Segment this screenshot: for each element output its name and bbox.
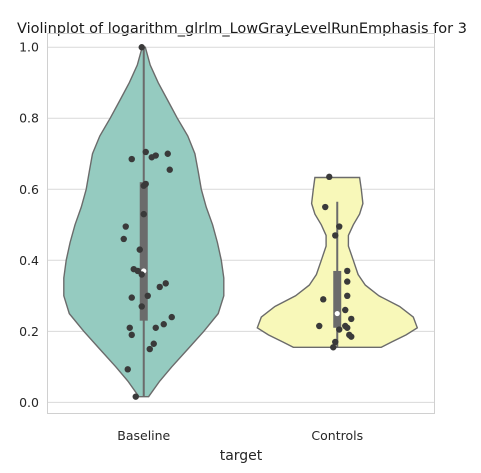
iqr-box-controls <box>333 271 341 328</box>
data-point <box>346 332 352 338</box>
data-point <box>167 167 173 173</box>
y-axis-tick-labels: 0.0 0.2 0.4 0.6 0.8 1.0 <box>19 40 39 410</box>
x-axis-tick-labels: Baseline Controls <box>117 428 363 443</box>
data-point <box>131 266 137 272</box>
data-point <box>344 278 350 284</box>
data-point <box>141 211 147 217</box>
data-point <box>153 152 159 158</box>
data-point <box>316 323 322 329</box>
data-point <box>332 232 338 238</box>
data-point <box>344 268 350 274</box>
x-axis-label: target <box>220 448 263 464</box>
violins <box>64 47 418 397</box>
data-point <box>123 223 129 229</box>
data-point <box>147 346 153 352</box>
y-tick-label: 0.0 <box>19 395 39 410</box>
data-point <box>129 294 135 300</box>
median-marker-controls <box>335 311 340 316</box>
data-point <box>139 303 145 309</box>
data-point <box>151 341 157 347</box>
data-point <box>344 293 350 299</box>
data-point <box>133 393 139 399</box>
chart-title: Violinplot of logarithm_glrlm_LowGrayLev… <box>17 21 467 37</box>
data-point <box>336 223 342 229</box>
data-point <box>143 181 149 187</box>
data-point <box>129 332 135 338</box>
data-point <box>153 325 159 331</box>
data-point <box>127 325 133 331</box>
y-tick-label: 1.0 <box>19 40 39 55</box>
data-point <box>320 296 326 302</box>
data-point <box>145 293 151 299</box>
data-point <box>169 314 175 320</box>
data-point <box>165 151 171 157</box>
data-point <box>161 321 167 327</box>
data-point <box>139 44 145 50</box>
data-point <box>336 326 342 332</box>
data-point <box>332 339 338 345</box>
x-tick-label: Controls <box>311 428 363 443</box>
data-point <box>125 366 131 372</box>
data-point <box>137 246 143 252</box>
y-tick-label: 0.8 <box>19 111 39 126</box>
y-tick-label: 0.2 <box>19 324 39 339</box>
data-point <box>129 156 135 162</box>
data-point <box>143 149 149 155</box>
y-tick-label: 0.6 <box>19 182 39 197</box>
data-point <box>163 280 169 286</box>
data-point <box>322 204 328 210</box>
data-point <box>121 236 127 242</box>
data-point <box>348 316 354 322</box>
y-tick-label: 0.4 <box>19 253 39 268</box>
data-point <box>326 174 332 180</box>
data-point <box>157 284 163 290</box>
data-point <box>342 323 348 329</box>
data-point <box>342 307 348 313</box>
x-tick-label: Baseline <box>117 428 170 443</box>
